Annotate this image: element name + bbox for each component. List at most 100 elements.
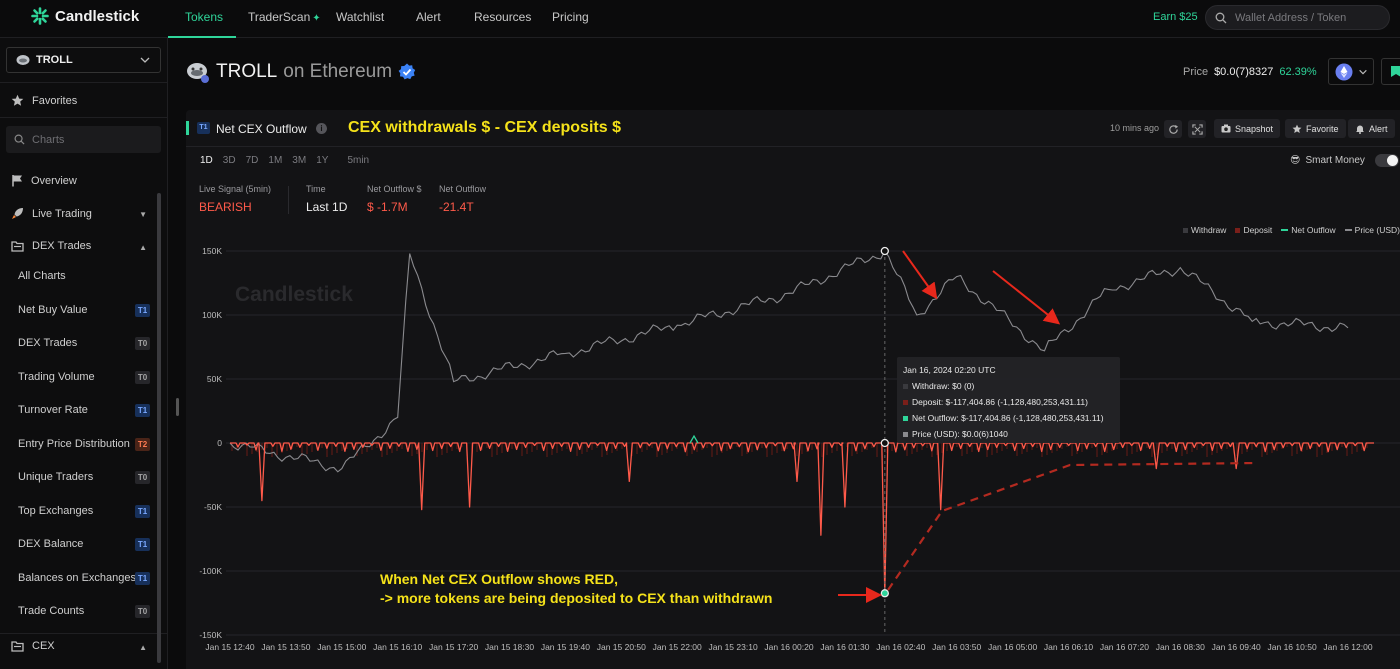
token-selector[interactable]: TROLL (6, 47, 161, 73)
sidebar-live-trading-label: Live Trading (32, 207, 92, 220)
range-3d[interactable]: 3D (222, 155, 236, 166)
range-3m[interactable]: 3M (292, 155, 307, 166)
token-header: TROLL on Ethereum (186, 60, 416, 84)
tooltip-row-text: Net Outflow: $-117,404.86 (-1,128,480,25… (912, 413, 1104, 423)
formula-annotation: CEX withdrawals $ - CEX deposits $ (348, 119, 621, 136)
time-range-selector: 1D 3D 7D 1M 3M 1Y 5min (200, 155, 379, 166)
brand-name: Candlestick (55, 7, 140, 25)
tier-badge: T0 (135, 605, 150, 618)
sidebar-scrollbar[interactable] (157, 193, 161, 663)
chain-selector[interactable] (1328, 58, 1374, 85)
range-7d[interactable]: 7D (245, 155, 259, 166)
search-box[interactable] (1205, 5, 1390, 30)
earn-link[interactable]: Earn $25 (1153, 11, 1198, 23)
stat-divider (288, 186, 289, 214)
tooltip-row-price: Price (USD): $0.0(6)1040 (903, 429, 1114, 439)
refresh-button[interactable] (1164, 120, 1182, 138)
resize-handle[interactable] (176, 398, 179, 416)
sidebar-divider (0, 82, 168, 83)
caret-up-icon[interactable]: ▲ (139, 243, 147, 252)
legend-swatch (1281, 229, 1289, 231)
tooltip-row-withdraw: Withdraw: $0 (0) (903, 381, 1114, 391)
tooltip-row-deposit: Deposit: $-117,404.86 (-1,128,480,253,43… (903, 397, 1114, 407)
tab-watchlist[interactable]: Watchlist (336, 10, 385, 24)
legend-swatch (1344, 229, 1352, 231)
sidebar-item-entry-price-distribution[interactable]: Entry Price Distribution (18, 437, 130, 450)
token-selector-label: TROLL (36, 54, 73, 66)
tab-alert[interactable]: Alert (416, 10, 441, 24)
favorite-button[interactable]: Favorite (1285, 119, 1346, 138)
tooltip-swatch (903, 431, 908, 437)
sidebar-item-net-buy-value[interactable]: Net Buy Value (18, 303, 88, 316)
stat-live-signal: Live Signal (5min) BEARISH (199, 184, 271, 214)
sidebar-item-all-charts[interactable]: All Charts (18, 270, 66, 282)
sidebar-item-live-trading[interactable]: Live Trading (11, 207, 92, 220)
legend-net-outflow[interactable]: Net Outflow (1281, 225, 1336, 235)
legend-price[interactable]: Price (USD) (1344, 225, 1400, 235)
range-1y[interactable]: 1Y (316, 155, 329, 166)
legend-deposit[interactable]: Deposit (1235, 225, 1272, 235)
sidebar-item-balances-on-exchanges[interactable]: Balances on Exchanges (18, 571, 137, 584)
sidebar-group-dex-trades[interactable]: DEX Trades (11, 240, 91, 252)
bookmark-icon (1391, 66, 1400, 77)
sidebar-favorites-label: Favorites (32, 94, 78, 107)
tier-badge: T1 (135, 571, 150, 585)
caret-down-icon[interactable]: ▼ (139, 210, 147, 219)
sidebar-item-favorites[interactable]: Favorites (11, 94, 77, 107)
legend-swatch (1235, 227, 1241, 233)
tier-badge: T1 (135, 303, 150, 317)
tab-tokens[interactable]: Tokens (185, 10, 224, 24)
sidebar-item-dex-trades[interactable]: DEX Trades (18, 337, 78, 349)
snapshot-button[interactable]: Snapshot (1214, 119, 1281, 138)
interval-5min[interactable]: 5min (347, 155, 370, 166)
legend-swatch (1183, 227, 1188, 233)
favorite-label: Favorite (1306, 123, 1339, 134)
sidebar-item-unique-traders[interactable]: Unique Traders (18, 471, 94, 483)
annotation-line-2: -> more tokens are being deposited to CE… (380, 590, 773, 606)
stat-label: Net Outflow $ (367, 184, 422, 194)
sidebar-item-trade-counts[interactable]: Trade Counts (18, 605, 85, 617)
tooltip-swatch (903, 415, 908, 421)
chart-tooltip: Jan 16, 2024 02:20 UTC Withdraw: $0 (0) … (897, 357, 1120, 443)
chart-panel: T1 Net CEX Outflow i CEX withdrawals $ -… (186, 110, 1400, 669)
sidebar-item-trading-volume[interactable]: Trading Volume (18, 370, 95, 383)
sidebar-group-cex[interactable]: CEX (11, 640, 55, 652)
smart-money-toggle[interactable] (1374, 154, 1399, 167)
bookmark-button[interactable] (1381, 58, 1400, 85)
token-logo-icon (187, 63, 209, 83)
tab-resources[interactable]: Resources (474, 10, 532, 24)
bell-icon (1356, 125, 1364, 134)
tooltip-row-text: Withdraw: $0 (0) (912, 381, 975, 391)
sidebar-item-overview[interactable]: Overview (11, 174, 77, 187)
refresh-icon (1168, 124, 1178, 134)
tier-badge: T1 (135, 538, 150, 551)
updated-time: 10 mins ago (1110, 123, 1160, 133)
tab-traderscan[interactable]: TraderScan ✦ (248, 10, 321, 24)
sidebar: TROLL Favorites Overview Live Trading ▼ … (0, 38, 168, 669)
info-icon[interactable]: i (316, 123, 327, 134)
tier-badge: T2 (135, 437, 150, 451)
sidebar-item-dex-balance[interactable]: DEX Balance (18, 538, 84, 550)
alert-button[interactable]: Alert (1348, 119, 1395, 138)
fullscreen-button[interactable] (1188, 120, 1206, 138)
charts-search[interactable] (6, 126, 161, 153)
brand-logo[interactable]: Candlestick (31, 7, 139, 25)
sidebar-item-top-exchanges[interactable]: Top Exchanges (18, 504, 94, 517)
stat-time: Time Last 1D (306, 184, 347, 214)
flag-icon (12, 175, 22, 187)
sparkle-icon: ✦ (312, 13, 321, 24)
caret-up-icon[interactable]: ▲ (139, 643, 147, 652)
tab-pricing[interactable]: Pricing (552, 10, 589, 24)
sidebar-item-turnover-rate[interactable]: Turnover Rate (18, 404, 88, 416)
range-1d[interactable]: 1D (200, 155, 213, 166)
legend-withdraw[interactable]: Withdraw (1183, 225, 1226, 235)
tooltip-time: Jan 16, 2024 02:20 UTC (903, 365, 996, 375)
token-chain: on Ethereum (283, 61, 393, 82)
tooltip-swatch (903, 399, 908, 405)
legend-label: Net Outflow (1291, 225, 1336, 235)
chevron-down-icon (1358, 69, 1367, 74)
range-1m[interactable]: 1M (268, 155, 283, 166)
charts-search-input[interactable] (32, 133, 152, 146)
folder-icon (11, 641, 24, 652)
search-input[interactable] (1235, 11, 1385, 24)
